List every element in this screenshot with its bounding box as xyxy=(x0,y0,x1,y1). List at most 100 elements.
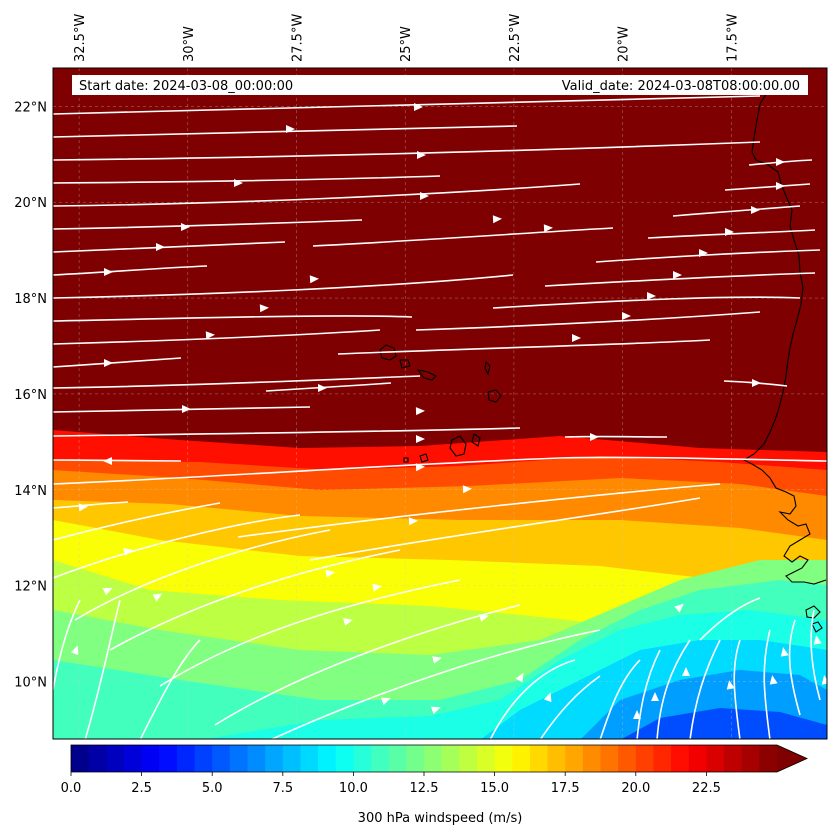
streamline xyxy=(415,311,761,331)
island-brava xyxy=(403,457,409,463)
streamline-arrow xyxy=(205,331,215,340)
longitude-labels: 32.5°W 30°W 27.5°W 25°W 22.5°W 20°W 17.5°W xyxy=(73,14,740,62)
colorbar-segment xyxy=(706,745,725,772)
colorbar-segment xyxy=(424,745,443,772)
streamline xyxy=(270,629,601,739)
island-santo-antao xyxy=(379,344,397,361)
streamline xyxy=(265,382,392,392)
streamline-arrow xyxy=(318,384,327,392)
streamline xyxy=(539,675,601,739)
colorbar-segment xyxy=(282,745,301,772)
island-maio xyxy=(471,433,481,447)
streamline-arrow xyxy=(70,645,79,656)
streamline xyxy=(312,227,614,247)
field-band xyxy=(621,708,827,739)
colorbar-segment xyxy=(247,745,266,772)
colorbar-segment xyxy=(123,745,143,772)
valid-date-label: Valid_date: 2024-03-08T08:00:00.00 xyxy=(562,79,800,94)
streamline-arrow xyxy=(104,268,113,276)
streamline xyxy=(84,599,121,739)
streamline xyxy=(788,619,801,716)
streamline-arrow xyxy=(752,379,761,387)
map-frame xyxy=(52,67,828,740)
lat-tick-label: 18°N xyxy=(14,292,47,307)
colorbar-tick-label: 22.5 xyxy=(692,781,721,796)
streamline-arrow xyxy=(417,151,426,159)
colorbar-extend-max xyxy=(777,745,807,772)
lon-tick-label: 25°W xyxy=(399,26,414,62)
colorbar-segment xyxy=(229,745,248,772)
streamline xyxy=(53,183,581,207)
streamline xyxy=(53,456,827,485)
lat-tick-label: 14°N xyxy=(14,484,47,499)
streamline xyxy=(53,315,413,322)
colorbar-segment xyxy=(88,745,107,772)
streamline xyxy=(733,639,741,739)
colorbar-segment xyxy=(318,745,337,772)
colorbar-segment xyxy=(547,745,566,772)
streamlines xyxy=(53,95,827,739)
island-santiago xyxy=(449,435,467,457)
start-date-label: Start date: 2024-03-08_00:00:00 xyxy=(79,79,293,94)
streamline-arrow xyxy=(415,463,425,472)
colorbar: 0.0 2.5 5.0 7.5 10.0 12.5 15.0 17.5 20.0 22.5 300… xyxy=(61,744,808,826)
colorbar-segment xyxy=(459,745,478,772)
streamline xyxy=(53,514,301,579)
lon-tick-label: 22.5°W xyxy=(508,14,523,62)
colorbar-segment xyxy=(724,745,743,772)
colorbar-tick-label: 10.0 xyxy=(339,781,368,796)
lon-tick-label: 32.5°W xyxy=(73,14,88,62)
streamline-arrow xyxy=(776,158,785,166)
streamline-arrow xyxy=(699,249,708,257)
streamline-arrow xyxy=(543,692,552,703)
streamline-arrow xyxy=(325,569,335,578)
streamline xyxy=(724,183,811,191)
streamline-arrow xyxy=(622,312,631,320)
colorbar-segment xyxy=(265,745,284,772)
colorbar-segment xyxy=(441,745,460,772)
streamline-arrow xyxy=(414,103,423,111)
streamline-arrow xyxy=(415,407,425,416)
streamline-arrow xyxy=(420,192,429,200)
colorbar-tick-label: 15.0 xyxy=(480,781,509,796)
streamline xyxy=(647,229,816,239)
info-box: Start date: 2024-03-08_00:00:00 Valid_da… xyxy=(72,75,808,95)
streamline-arrow xyxy=(751,206,760,214)
streamline-arrow xyxy=(343,618,353,626)
streamline xyxy=(337,339,711,355)
streamline xyxy=(74,529,331,621)
streamline xyxy=(599,659,641,739)
colorbar-segment xyxy=(565,745,584,772)
streamline xyxy=(159,579,461,687)
island-bijagos-1 xyxy=(805,605,821,619)
streamline-arrow xyxy=(156,243,165,251)
streamline-arrow xyxy=(416,435,425,443)
streamline xyxy=(53,501,129,509)
colorbar-segment xyxy=(635,745,654,772)
colorbar-segment xyxy=(159,745,178,772)
streamline-arrow xyxy=(726,680,735,690)
colorbar-segment xyxy=(476,745,496,772)
colorbar-segment xyxy=(688,745,707,772)
streamline xyxy=(109,549,401,651)
windspeed-field xyxy=(53,68,827,739)
streamline-arrow xyxy=(633,710,641,719)
streamline-arrow xyxy=(234,179,243,187)
streamline-arrow xyxy=(543,224,553,233)
colorbar-segment xyxy=(529,745,549,772)
streamline xyxy=(237,483,721,538)
streamline xyxy=(699,597,761,641)
streamline xyxy=(53,502,221,541)
streamline xyxy=(53,406,311,413)
streamline-arrow xyxy=(123,548,133,556)
island-bijagos-2 xyxy=(811,621,823,633)
streamline-arrow xyxy=(430,706,441,715)
colorbar-segment xyxy=(582,745,601,772)
streamline-arrow xyxy=(492,215,502,224)
colorbar-tick-label: 7.5 xyxy=(272,781,293,796)
colorbar-label: 300 hPa windspeed (m/s) xyxy=(358,811,523,826)
streamline xyxy=(53,219,363,230)
lon-tick-label: 20°W xyxy=(617,26,632,62)
streamline-arrow xyxy=(673,271,682,279)
